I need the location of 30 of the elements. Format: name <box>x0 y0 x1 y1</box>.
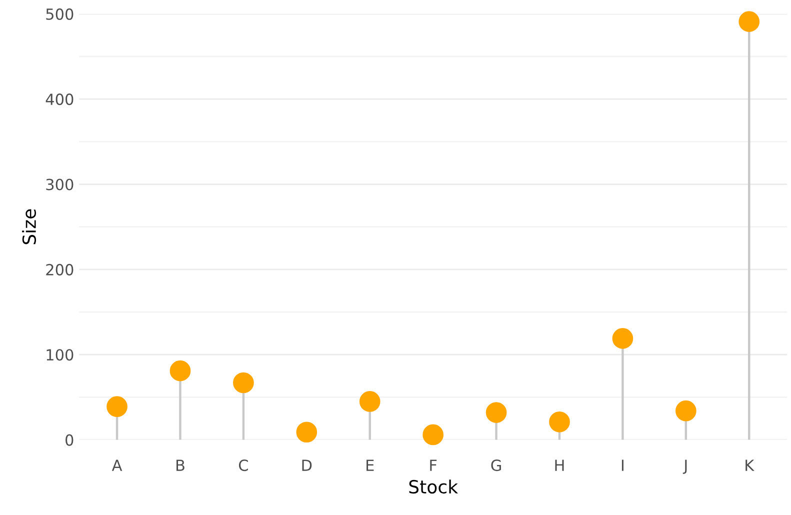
point <box>106 396 128 418</box>
y-tick-label: 500 <box>46 8 74 20</box>
y-axis-title: Size <box>22 209 36 244</box>
x-tick-label: J <box>682 460 687 474</box>
point <box>170 360 191 382</box>
point <box>296 422 318 443</box>
x-tick-label: B <box>176 460 184 471</box>
x-tick-label: G <box>491 460 501 472</box>
y-tick-label: 300 <box>46 178 74 190</box>
point <box>549 412 570 432</box>
x-tick-label: K <box>746 460 754 471</box>
point <box>233 372 254 394</box>
y-tick-label: 400 <box>46 94 74 106</box>
x-tick-label: F <box>430 460 437 471</box>
x-tick-label: I <box>622 460 624 471</box>
x-tick-label: C <box>238 460 248 472</box>
x-tick-label: D <box>302 460 312 471</box>
x-tick-label: E <box>366 460 374 471</box>
point <box>422 424 444 446</box>
point <box>675 400 696 422</box>
point <box>738 11 760 32</box>
point <box>612 328 634 349</box>
y-tick-label: 100 <box>46 349 74 361</box>
point <box>359 391 380 412</box>
y-tick-label: 0 <box>66 434 74 446</box>
x-tick-label: H <box>555 460 564 471</box>
x-tick-label: A <box>112 460 122 471</box>
point <box>486 402 507 423</box>
y-tick-label: 200 <box>46 264 74 276</box>
x-axis-title: Stock <box>409 480 458 494</box>
